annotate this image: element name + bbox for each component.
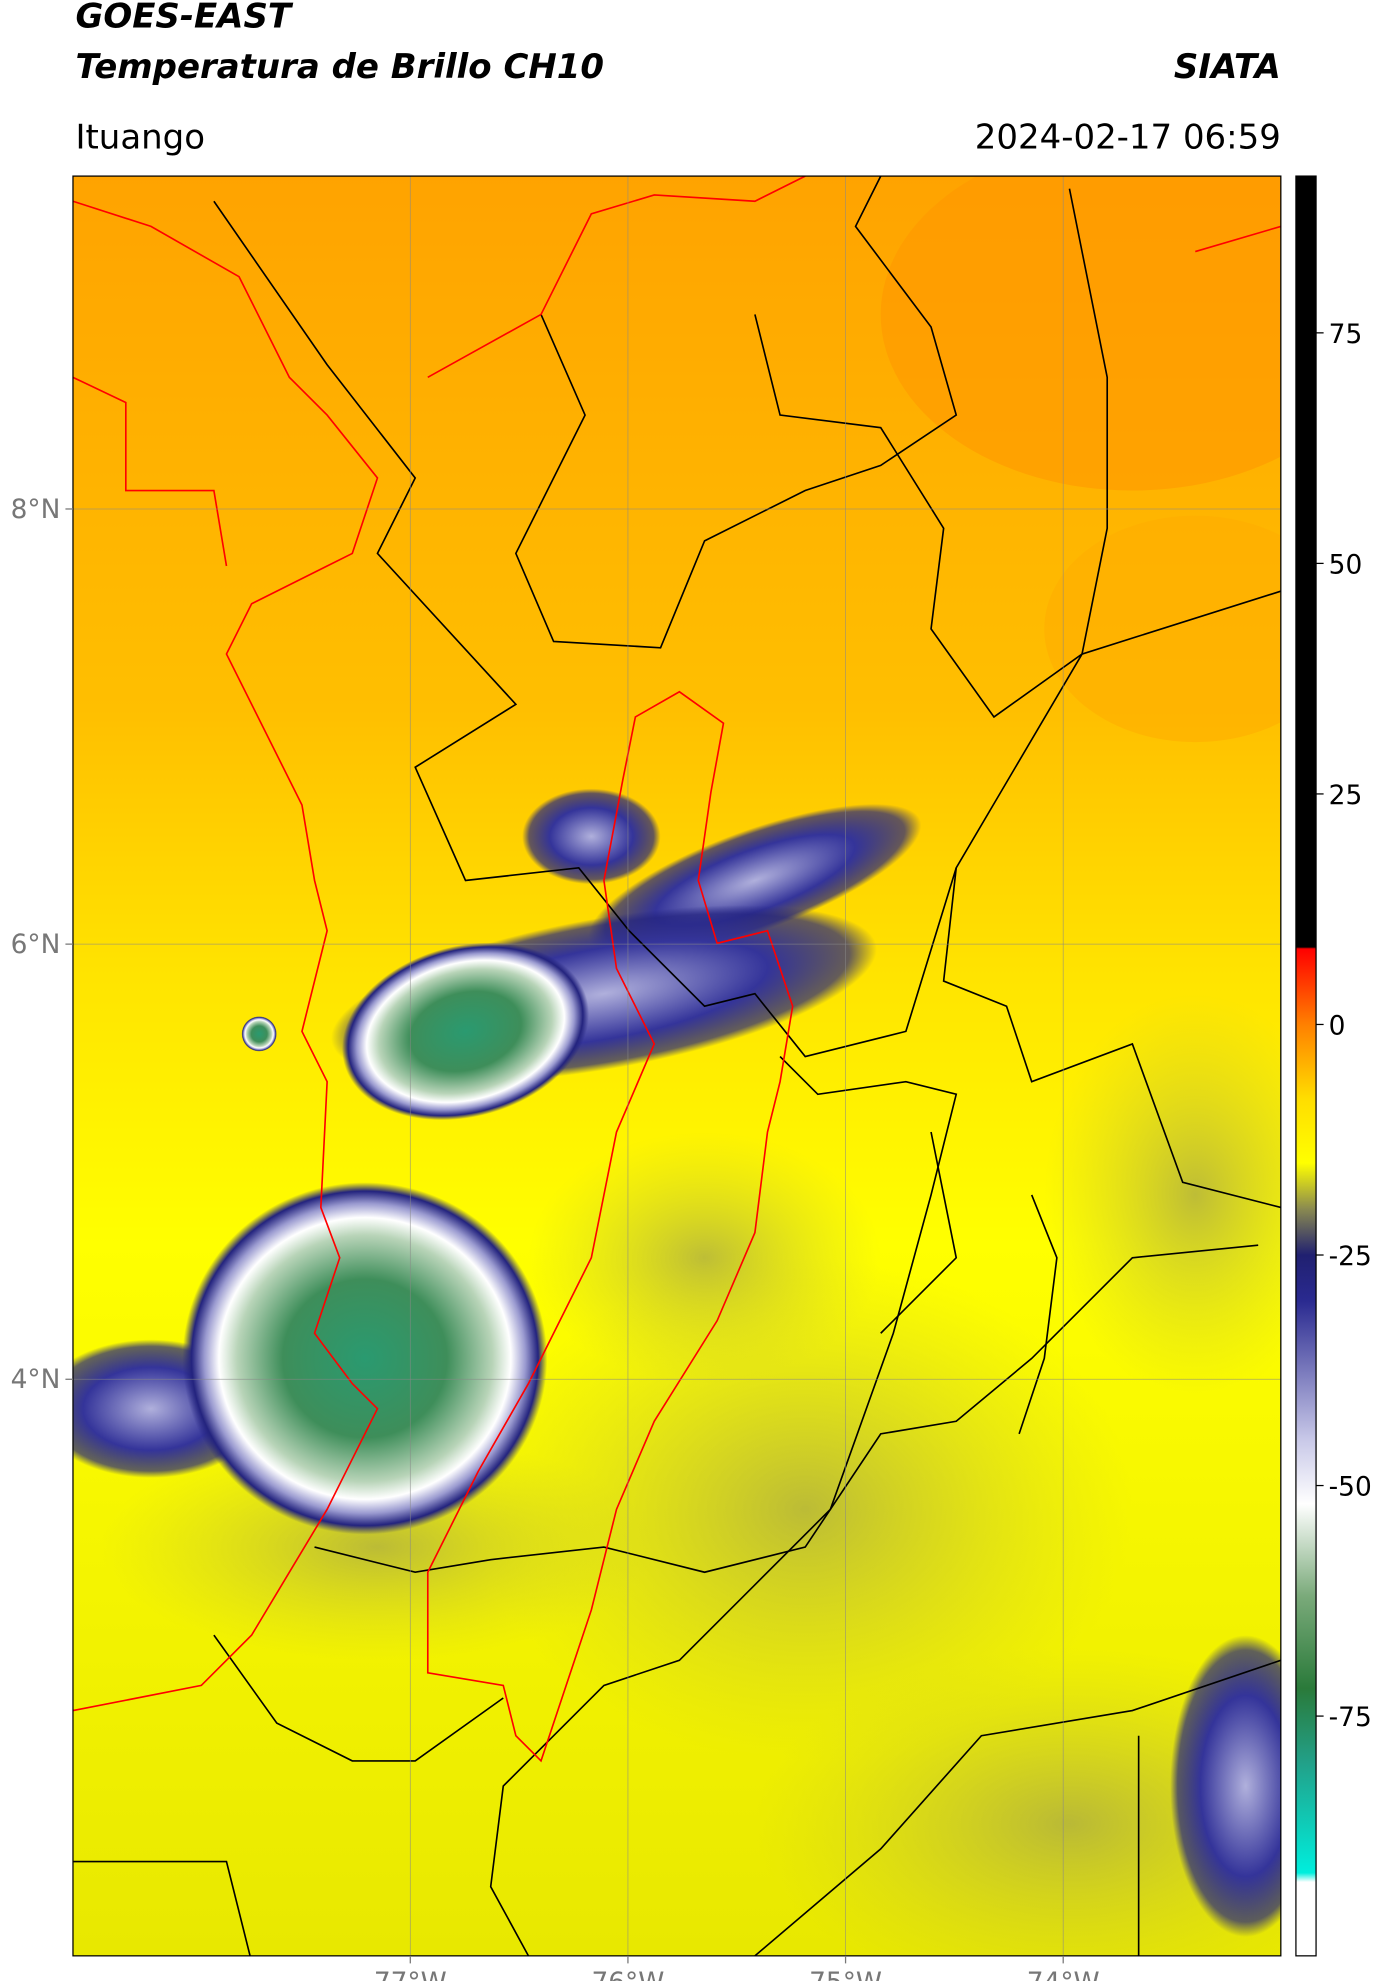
x-tick-label: 77°W bbox=[374, 1967, 447, 1981]
x-tick-label: 76°W bbox=[591, 1967, 664, 1981]
y-tick-label: 4°N bbox=[11, 1364, 61, 1395]
y-tick-label: 8°N bbox=[11, 494, 61, 525]
y-tick-label: 6°N bbox=[11, 929, 61, 960]
datetime: 2024-02-17 06:59 bbox=[975, 117, 1281, 157]
colorbar-tick-label: 0 bbox=[1329, 1011, 1346, 1042]
colorbar-tick-label: -50 bbox=[1329, 1472, 1372, 1503]
colorbar bbox=[1295, 175, 1317, 1957]
x-tick-label: 74°W bbox=[1027, 1967, 1100, 1981]
colorbar-tick-label: -25 bbox=[1329, 1241, 1372, 1272]
location: Ituango bbox=[75, 117, 205, 157]
colorbar-tick-label: 25 bbox=[1329, 780, 1363, 811]
subtitle: Temperatura de Brillo CH10 bbox=[75, 47, 604, 87]
source: SIATA bbox=[1174, 47, 1281, 87]
colorbar-tick-label: -75 bbox=[1329, 1702, 1372, 1733]
title: GOES-EAST bbox=[75, 0, 293, 37]
x-tick-label: 75°W bbox=[809, 1967, 882, 1981]
map-frame bbox=[72, 175, 1282, 1957]
colorbar-tick-label: 75 bbox=[1329, 319, 1363, 350]
colorbar-tick-label: 50 bbox=[1329, 549, 1363, 580]
map-image bbox=[72, 176, 1281, 1956]
grid bbox=[72, 176, 1281, 1956]
